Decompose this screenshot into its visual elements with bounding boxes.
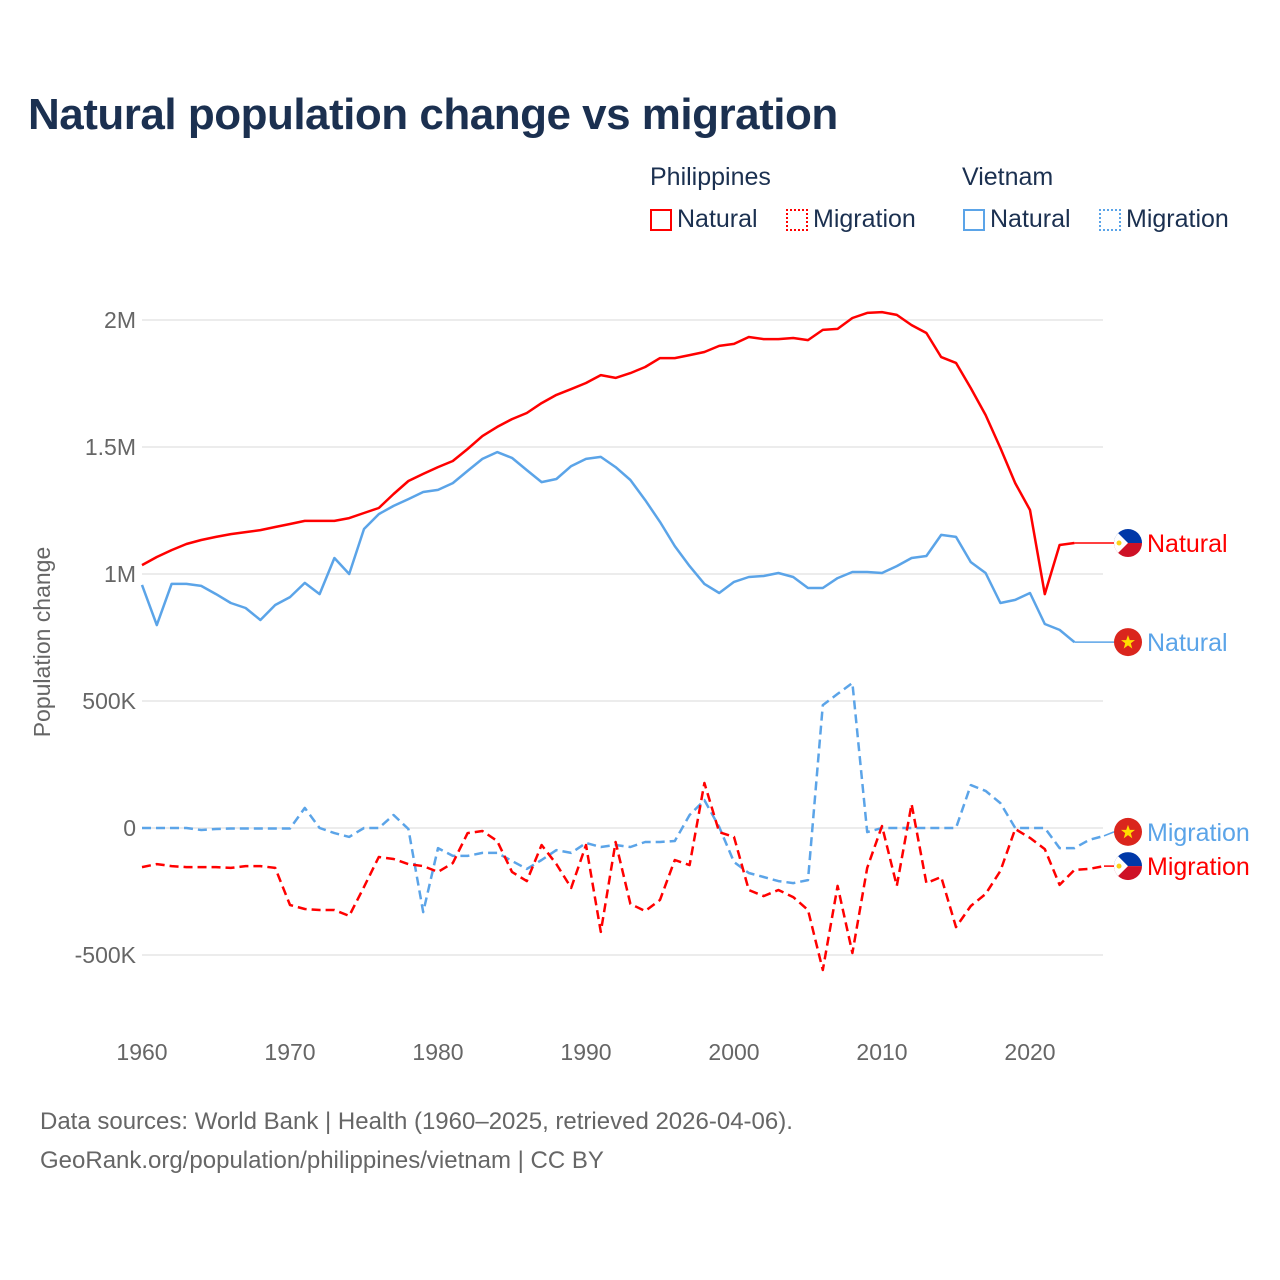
philippines-flag-icon <box>1114 852 1142 881</box>
x-tick-label: 2010 <box>856 1039 907 1065</box>
legend-vietnam-natural[interactable]: Natural <box>963 205 1071 234</box>
y-axis-label: Population change <box>29 547 55 738</box>
legend-vietnam-migration[interactable]: Migration <box>1099 205 1229 234</box>
y-tick-label: 500K <box>82 688 136 714</box>
end-label-connector <box>1103 831 1115 837</box>
philippines-natural-line <box>141 310 1075 596</box>
x-tick-label: 2000 <box>708 1039 759 1065</box>
legend-swatch-solid-red <box>650 208 672 231</box>
legend-swatch-dotted-red <box>786 208 808 231</box>
y-tick-label: 2M <box>104 307 136 333</box>
end-label: Natural <box>1147 530 1228 558</box>
legend-philippines-natural[interactable]: Natural <box>650 205 758 234</box>
x-tick-label: 1980 <box>412 1039 463 1065</box>
vietnam-natural-line <box>140 450 1076 644</box>
x-tick-label: 1990 <box>560 1039 611 1065</box>
vietnam-flag-icon <box>1114 628 1142 657</box>
legend-label: Migration <box>1126 205 1229 233</box>
y-tick-label: -500K <box>75 942 137 968</box>
legend-swatch-dotted-blue <box>1099 208 1121 231</box>
footer-link[interactable]: GeoRank.org/population/philippines/vietn… <box>40 1147 604 1174</box>
y-tick-label: 1.5M <box>85 434 136 460</box>
legend-label: Natural <box>677 205 758 233</box>
y-tick-label: 0 <box>123 815 136 841</box>
x-tick-label: 1960 <box>116 1039 167 1065</box>
legend-swatch-solid-blue <box>963 208 985 231</box>
legend-group-vietnam: Vietnam <box>962 163 1054 191</box>
end-label: Migration <box>1147 853 1250 881</box>
y-tick-label: 1M <box>104 561 136 587</box>
legend-group-philippines: Philippines <box>650 163 771 191</box>
philippines-flag-icon <box>1114 529 1142 558</box>
footer-sources: Data sources: World Bank | Health (1960–… <box>40 1108 793 1135</box>
philippines-migration-line <box>141 781 1105 972</box>
vietnam-migration-line <box>142 681 1105 914</box>
x-tick-label: 1970 <box>264 1039 315 1065</box>
vietnam-flag-icon <box>1114 817 1142 846</box>
legend-label: Migration <box>813 205 916 233</box>
x-tick-label: 2020 <box>1004 1039 1055 1065</box>
legend-philippines-migration[interactable]: Migration <box>786 205 916 234</box>
legend-label: Natural <box>990 205 1071 233</box>
end-label: Migration <box>1147 819 1250 847</box>
end-label: Natural <box>1147 629 1228 657</box>
chart-title: Natural population change vs migration <box>28 90 838 139</box>
